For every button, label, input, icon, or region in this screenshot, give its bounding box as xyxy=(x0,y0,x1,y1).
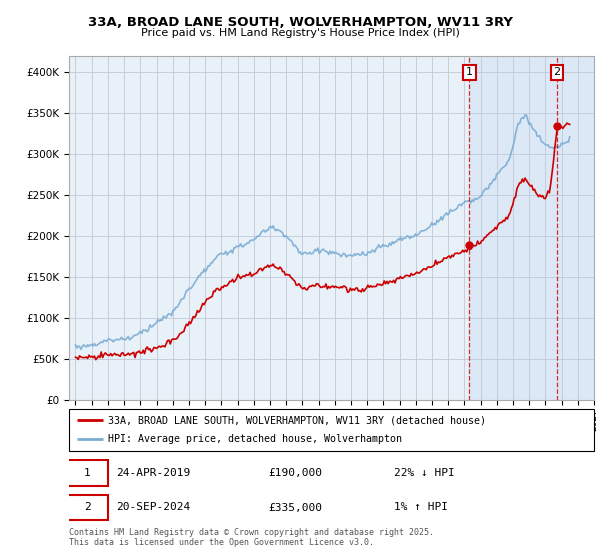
Text: 33A, BROAD LANE SOUTH, WOLVERHAMPTON, WV11 3RY (detached house): 33A, BROAD LANE SOUTH, WOLVERHAMPTON, WV… xyxy=(109,415,487,425)
Text: 33A, BROAD LANE SOUTH, WOLVERHAMPTON, WV11 3RY: 33A, BROAD LANE SOUTH, WOLVERHAMPTON, WV… xyxy=(88,16,512,29)
FancyBboxPatch shape xyxy=(67,494,109,520)
Text: 2: 2 xyxy=(84,502,91,512)
Text: 1: 1 xyxy=(84,468,91,478)
Text: Price paid vs. HM Land Registry's House Price Index (HPI): Price paid vs. HM Land Registry's House … xyxy=(140,28,460,38)
Text: £335,000: £335,000 xyxy=(269,502,323,512)
FancyBboxPatch shape xyxy=(67,460,109,486)
Text: 2: 2 xyxy=(553,67,560,77)
Text: HPI: Average price, detached house, Wolverhampton: HPI: Average price, detached house, Wolv… xyxy=(109,435,403,445)
Text: 1: 1 xyxy=(466,67,473,77)
Bar xyxy=(557,56,594,400)
Text: 24-APR-2019: 24-APR-2019 xyxy=(116,468,191,478)
Text: 20-SEP-2024: 20-SEP-2024 xyxy=(116,502,191,512)
Text: 1% ↑ HPI: 1% ↑ HPI xyxy=(395,502,449,512)
Text: 22% ↓ HPI: 22% ↓ HPI xyxy=(395,468,455,478)
FancyBboxPatch shape xyxy=(69,409,594,451)
Text: Contains HM Land Registry data © Crown copyright and database right 2025.
This d: Contains HM Land Registry data © Crown c… xyxy=(69,528,434,547)
Text: £190,000: £190,000 xyxy=(269,468,323,478)
Bar xyxy=(469,56,557,400)
